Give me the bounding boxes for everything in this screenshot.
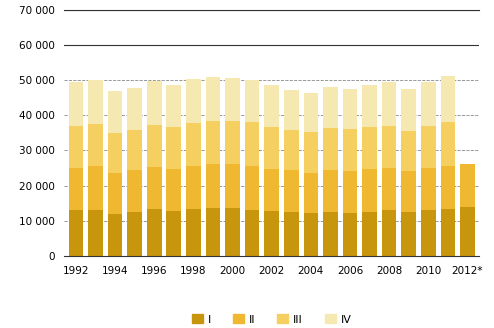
Bar (88, 124, 103, 166)
Bar (69, 82, 83, 126)
Bar (206, 208, 220, 256)
Bar (343, 171, 357, 213)
Bar (186, 166, 201, 210)
Bar (206, 77, 220, 121)
Bar (323, 170, 338, 212)
Bar (127, 88, 142, 130)
Bar (88, 210, 103, 256)
Bar (88, 166, 103, 210)
Bar (401, 131, 416, 172)
Bar (245, 210, 259, 256)
Bar (206, 121, 220, 164)
Bar (127, 130, 142, 171)
Bar (382, 126, 397, 168)
Bar (225, 164, 240, 208)
Bar (284, 130, 298, 171)
Bar (166, 85, 181, 127)
Bar (323, 87, 338, 128)
Bar (264, 211, 279, 256)
Bar (382, 210, 397, 256)
Bar (303, 173, 318, 213)
Bar (421, 82, 436, 126)
Bar (264, 85, 279, 127)
Bar (441, 210, 455, 256)
Bar (284, 171, 298, 212)
Bar (166, 211, 181, 256)
Bar (284, 90, 298, 130)
Bar (421, 126, 436, 168)
Legend: I, II, III, IV: I, II, III, IV (188, 310, 356, 328)
Bar (264, 169, 279, 211)
Bar (186, 79, 201, 123)
Bar (382, 168, 397, 210)
Bar (147, 210, 162, 256)
Bar (147, 125, 162, 167)
Bar (343, 89, 357, 129)
Bar (421, 210, 436, 256)
Bar (441, 122, 455, 166)
Bar (186, 210, 201, 256)
Bar (362, 127, 377, 169)
Bar (421, 168, 436, 210)
Bar (264, 127, 279, 169)
Bar (343, 213, 357, 256)
Bar (401, 212, 416, 256)
Bar (245, 166, 259, 210)
Bar (69, 168, 83, 210)
Bar (108, 133, 123, 173)
Bar (225, 121, 240, 164)
Bar (303, 93, 318, 132)
Bar (323, 212, 338, 256)
Bar (108, 173, 123, 214)
Bar (206, 164, 220, 208)
Bar (245, 122, 259, 166)
Bar (186, 123, 201, 166)
Bar (303, 132, 318, 173)
Bar (225, 208, 240, 256)
Bar (225, 78, 240, 121)
Bar (401, 89, 416, 131)
Bar (108, 91, 123, 133)
Bar (303, 213, 318, 256)
Bar (343, 129, 357, 171)
Bar (166, 169, 181, 211)
Bar (88, 80, 103, 124)
Bar (460, 207, 475, 256)
Bar (362, 212, 377, 256)
Bar (69, 210, 83, 256)
Bar (460, 164, 475, 207)
Bar (245, 80, 259, 122)
Bar (382, 82, 397, 126)
Bar (127, 212, 142, 256)
Bar (166, 127, 181, 169)
Bar (147, 81, 162, 125)
Bar (108, 214, 123, 256)
Bar (401, 172, 416, 212)
Bar (362, 169, 377, 212)
Bar (323, 128, 338, 170)
Bar (441, 76, 455, 122)
Bar (69, 126, 83, 168)
Bar (147, 167, 162, 210)
Bar (362, 85, 377, 127)
Bar (127, 171, 142, 212)
Bar (441, 166, 455, 210)
Bar (284, 212, 298, 256)
